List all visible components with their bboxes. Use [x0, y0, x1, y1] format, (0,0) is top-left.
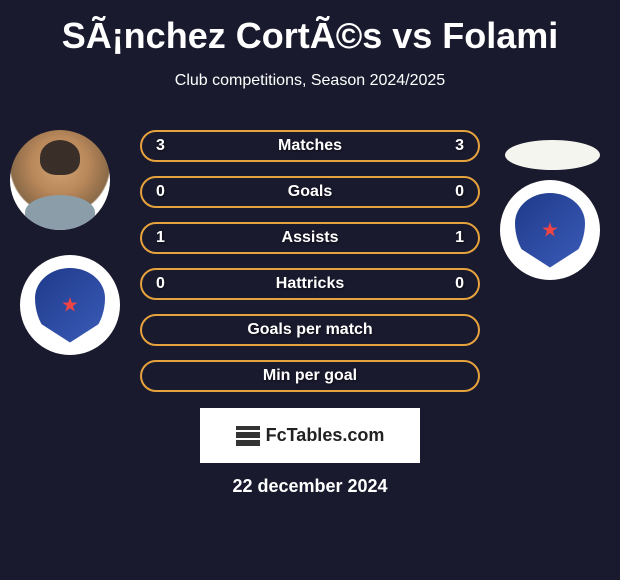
stat-label: Assists	[282, 229, 339, 247]
stat-value-left: 3	[156, 137, 176, 155]
stat-label: Goals	[288, 183, 332, 201]
fctables-label: FcTables.com	[266, 425, 385, 446]
stat-label: Matches	[278, 137, 342, 155]
club-badge-left	[20, 255, 120, 355]
fctables-logo: FcTables.com	[200, 408, 420, 463]
subtitle: Club competitions, Season 2024/2025	[0, 72, 620, 90]
club-badge-right	[500, 180, 600, 280]
stat-bar-gpm: Goals per match	[140, 314, 480, 346]
chart-icon	[236, 426, 260, 446]
date-label: 22 december 2024	[232, 476, 387, 497]
player-avatar-right	[505, 140, 600, 170]
shield-icon	[515, 193, 585, 268]
stat-label: Goals per match	[142, 321, 478, 339]
stat-bar-goals: 0 Goals 0	[140, 176, 480, 208]
stat-value-right: 0	[444, 183, 464, 201]
stat-value-left: 0	[156, 183, 176, 201]
stat-label: Hattricks	[276, 275, 344, 293]
stats-container: 3 Matches 3 0 Goals 0 1 Assists 1 0 Hatt…	[140, 130, 480, 406]
stat-bar-mpg: Min per goal	[140, 360, 480, 392]
comparison-area: 3 Matches 3 0 Goals 0 1 Assists 1 0 Hatt…	[0, 120, 620, 520]
stat-value-right: 1	[444, 229, 464, 247]
stat-bar-hattricks: 0 Hattricks 0	[140, 268, 480, 300]
page-title: SÃ¡nchez CortÃ©s vs Folami	[0, 0, 620, 57]
player-avatar-left	[10, 130, 110, 230]
stat-label: Min per goal	[142, 367, 478, 385]
stat-value-left: 0	[156, 275, 176, 293]
shield-icon	[35, 268, 105, 343]
stat-bar-assists: 1 Assists 1	[140, 222, 480, 254]
stat-value-right: 3	[444, 137, 464, 155]
stat-value-left: 1	[156, 229, 176, 247]
stat-bar-matches: 3 Matches 3	[140, 130, 480, 162]
stat-value-right: 0	[444, 275, 464, 293]
